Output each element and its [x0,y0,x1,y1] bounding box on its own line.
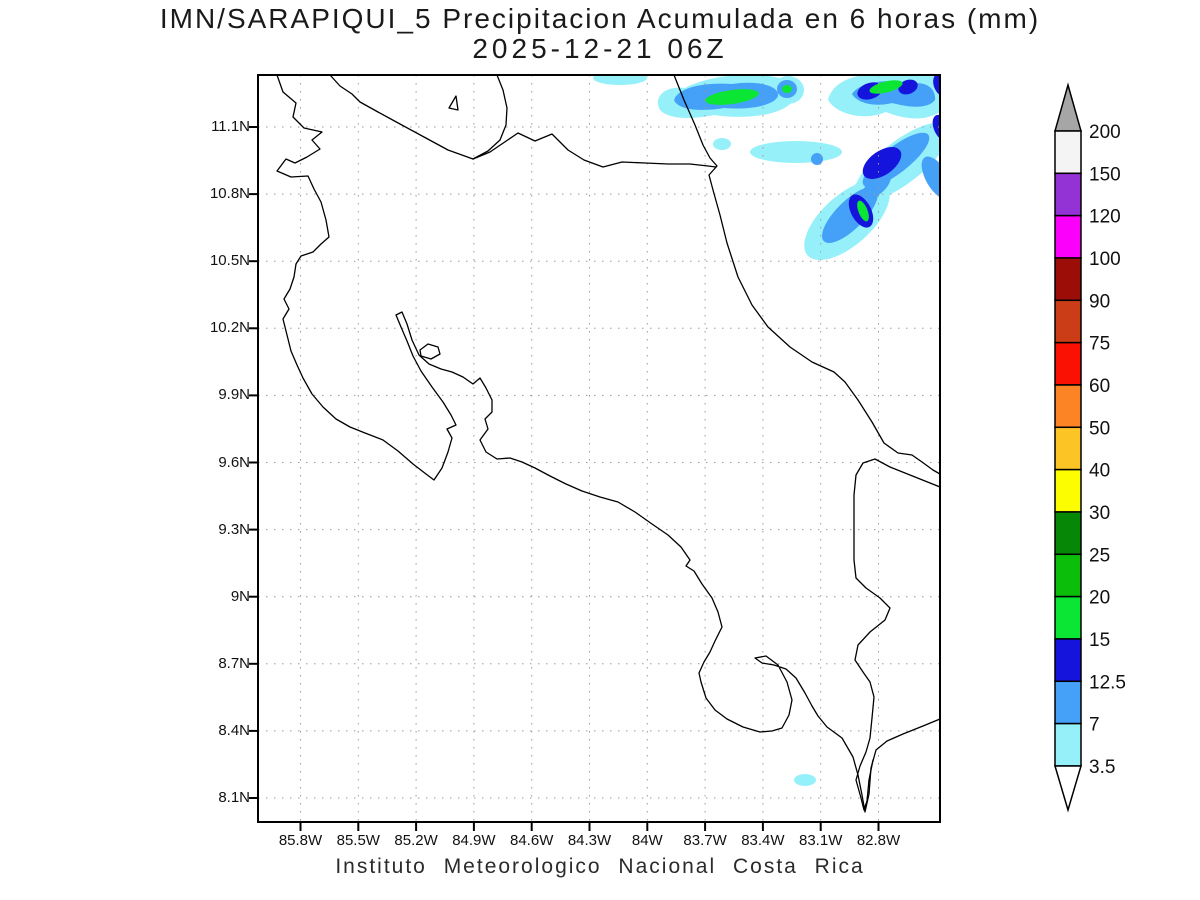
colorbar-level-label: 25 [1089,545,1110,566]
lat-tick-label: 11.1N [211,118,250,135]
lon-tick-label: 84.6W [510,832,554,849]
precipitation-shading [593,75,940,786]
colorbar-box [1054,257,1082,302]
colorbar-level-label: 120 [1089,207,1121,228]
colorbar-level-label: 20 [1089,588,1110,609]
colorbar-box [1054,341,1082,386]
map-plot [249,74,941,831]
lon-tick-label: 84.3W [567,832,612,849]
colorbar-box [1054,299,1082,344]
lon-tick-label: 83.1W [799,832,843,849]
colorbar-level-label: 100 [1089,249,1121,270]
colorbar-box [1054,384,1082,429]
coastline-costa-rica [276,75,940,813]
lat-tick-label: 9.6N [218,453,250,471]
colorbar-level-label: 90 [1089,291,1110,312]
precip-level-15 [705,80,903,222]
colorbar-box [1054,680,1082,725]
colorbar-above-max-arrow [1054,82,1082,132]
lon-tick-label: 84.9W [452,832,496,849]
lon-tick-label: 84W [631,832,663,849]
title-line-1: IMN/SARAPIQUI_5 Precipitacion Acumulada … [159,3,1041,34]
lon-tick-label: 85.8W [278,832,323,849]
colorbar-box [1054,214,1082,259]
colorbar-level-label: 50 [1089,418,1110,439]
colorbar-level-label: 12.5 [1089,672,1126,693]
colorbar-box [1054,172,1082,217]
lat-tick-label: 10.8N [209,185,250,203]
map-frame [257,74,941,823]
lat-tick-label: 8.4N [218,721,250,739]
colorbar-box [1054,426,1082,471]
lat-tick-label: 9.9N [218,386,250,404]
lat-tick-label: 10.2N [209,319,250,337]
colorbar-level-label: 30 [1089,503,1110,524]
colorbar-level-label: 150 [1089,164,1121,185]
colorbar-box [1054,511,1082,556]
colorbar-boxes [1054,130,1082,767]
lat-tick-label: 8.1N [218,789,250,806]
colorbar-box [1054,468,1082,513]
colorbar-level-label: 3.5 [1089,757,1115,778]
axis-tick-marks [249,126,880,831]
lon-tick-label: 82.8W [856,832,901,849]
lon-tick-label: 85.2W [394,832,438,849]
lon-tick-label: 83.7W [683,832,727,849]
colorbar-box [1054,722,1082,767]
colorbar-level-label: 60 [1089,376,1110,397]
lon-tick-label: 83.4W [741,832,785,849]
colorbar-box [1054,130,1082,175]
colorbar-labels: 200 150 120 100 90 75 60 50 40 30 25 20 15 12.5 7 3.5 [1089,122,1126,778]
colorbar-box [1054,553,1082,598]
lat-tick-label: 9N [230,587,250,605]
lat-tick-label: 10.5N [209,252,250,270]
title-line-2: 2025-12-21 06Z [472,33,728,64]
colorbar-level-label: 7 [1089,715,1100,736]
colorbar-below-min-arrow [1053,765,1083,813]
lon-tick-label: 85.5W [336,832,380,849]
graticule-gridlines [258,75,940,822]
colorbar-level-label: 40 [1089,461,1110,482]
colorbar-level-label: 200 [1089,122,1121,143]
lat-tick-label: 8.7N [218,654,250,672]
lat-tick-label: 9.3N [218,520,250,538]
colorbar-level-label: 15 [1089,630,1110,651]
footer-caption: Instituto Meteorologico Nacional Costa R… [335,855,865,878]
colorbar-box [1054,595,1082,640]
colorbar: 200 150 120 100 90 75 60 50 40 30 25 20 15 12.5 7 3.5 [1053,82,1126,813]
colorbar-box [1054,638,1082,683]
colorbar-level-label: 75 [1089,334,1110,355]
